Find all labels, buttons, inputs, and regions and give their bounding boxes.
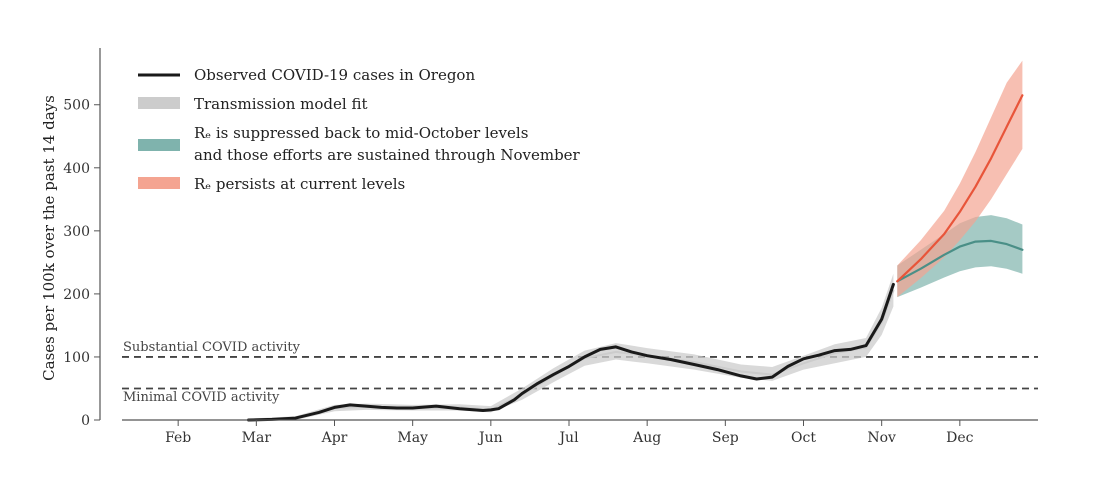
series-band-2 — [897, 215, 1023, 298]
legend-label-suppressed-line1: Rₑ is suppressed back to mid-October lev… — [194, 124, 528, 142]
series-line-1 — [247, 289, 895, 421]
series-band-3 — [897, 60, 1023, 298]
substantial-activity-label: Substantial COVID activity — [123, 340, 301, 355]
x-tick-label-1: Mar — [242, 430, 272, 446]
series-line-0 — [247, 282, 895, 422]
x-tick-label-4: Jun — [477, 430, 503, 446]
x-tick-label-2: Apr — [321, 430, 348, 446]
legend-swatch-suppressed — [138, 139, 180, 151]
series-line-2 — [896, 239, 1024, 283]
y-tick-label-3: 300 — [63, 224, 90, 240]
x-tick-label-0: Feb — [165, 430, 191, 446]
x-tick-label-8: Oct — [791, 430, 816, 446]
y-tick-label-2: 200 — [63, 287, 90, 303]
legend-label-observed: Observed COVID-19 cases in Oregon — [194, 66, 475, 84]
x-tick-label-10: Dec — [946, 430, 974, 446]
y-tick-label-1: 100 — [63, 350, 90, 366]
y-tick-label-0: 0 — [81, 413, 90, 429]
legend: Observed COVID-19 cases in Oregon Transm… — [138, 66, 581, 193]
minimal-activity-label: Minimal COVID activity — [123, 390, 280, 405]
x-tick-label-3: May — [397, 430, 428, 446]
series-band-1 — [248, 273, 894, 420]
uncertainty-bands — [248, 60, 1023, 420]
x-tick-label-7: Sep — [712, 430, 739, 446]
legend-label-persists: Rₑ persists at current levels — [194, 175, 405, 193]
series-line-3 — [896, 94, 1024, 283]
y-axis-label: Cases per 100k over the past 14 days — [40, 95, 58, 381]
x-tick-label-5: Jul — [557, 430, 579, 446]
legend-label-suppressed-line2: and those efforts are sustained through … — [194, 146, 581, 164]
x-tick-label-9: Nov — [867, 430, 896, 446]
series-lines — [247, 94, 1024, 422]
y-tick-label-5: 500 — [63, 98, 90, 114]
x-tick-label-6: Aug — [632, 430, 661, 446]
axes: 0 100 200 300 400 500 Feb Mar Apr May Jun Jul Aug Sep… — [63, 48, 1038, 446]
legend-swatch-persists — [138, 177, 180, 189]
legend-swatch-model-fit — [138, 97, 180, 109]
y-tick-label-4: 400 — [63, 161, 90, 177]
legend-label-model-fit: Transmission model fit — [194, 95, 367, 113]
